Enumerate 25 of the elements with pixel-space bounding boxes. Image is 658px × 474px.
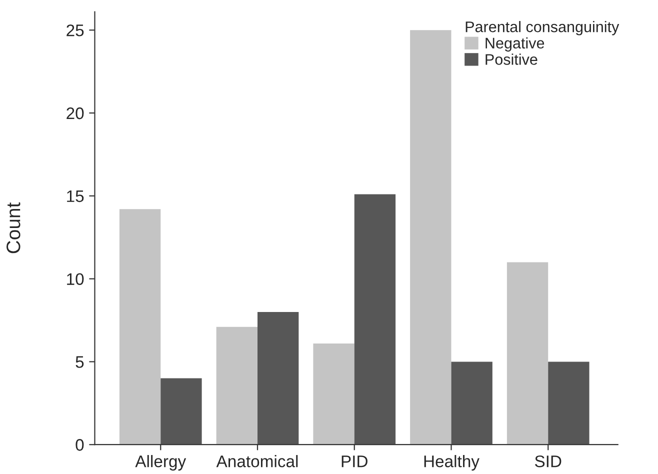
bar <box>216 326 258 445</box>
bar <box>313 343 354 445</box>
bar <box>451 362 492 445</box>
y-tick-label: 0 <box>76 439 84 451</box>
x-tick-label: SID <box>534 455 562 468</box>
bar <box>506 262 548 445</box>
bar <box>354 194 396 445</box>
bar <box>119 209 161 445</box>
bar <box>548 362 590 445</box>
legend-title: Parental consanguinity <box>466 21 620 36</box>
x-tick-label: PID <box>342 456 368 468</box>
y-tick-label: 20 <box>66 107 84 120</box>
legend-label: Positive <box>486 54 538 65</box>
legend-label: Negative <box>486 37 544 52</box>
y-tick-label: 5 <box>76 356 84 368</box>
x-tick-label: Anatomical <box>216 455 298 468</box>
y-tick-label: 10 <box>67 273 84 286</box>
y-tick-label: 15 <box>67 190 84 202</box>
y-axis-title: Count <box>6 202 20 254</box>
x-tick-label: Allergy <box>135 455 186 471</box>
bar <box>257 312 299 445</box>
y-tick-label: 25 <box>66 24 84 36</box>
bar <box>160 378 202 445</box>
bar <box>410 30 452 445</box>
x-tick-label: Healthy <box>424 455 480 471</box>
